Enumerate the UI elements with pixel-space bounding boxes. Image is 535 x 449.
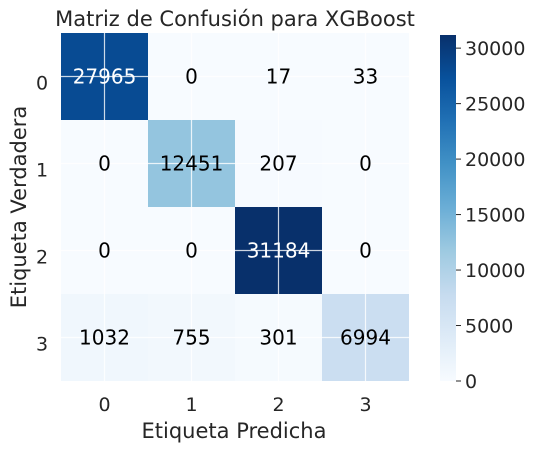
colorbar-tick-label: 30000 [465, 38, 525, 60]
cell-value-label: 0 [185, 65, 198, 89]
colorbar-tick-label: 5000 [465, 316, 513, 338]
y-tick-label: 3 [36, 334, 48, 356]
colorbar-tick-label: 25000 [465, 94, 525, 116]
cell-value-label: 755 [172, 326, 210, 350]
colorbar-tick-label: 0 [465, 371, 477, 393]
y-axis-label: Etiqueta Verdadera [7, 106, 31, 309]
cell-value-label: 17 [266, 65, 291, 89]
y-tick-label: 2 [36, 247, 48, 269]
x-tick-label: 3 [359, 394, 371, 416]
y-tick-label: 0 [36, 73, 48, 95]
cell-value-label: 0 [98, 152, 111, 176]
cell-value-label: 0 [359, 239, 372, 263]
cell-value-label: 12451 [160, 152, 224, 176]
x-tick-label: 0 [98, 394, 110, 416]
x-axis-label: Etiqueta Predicha [142, 419, 327, 443]
cell-value-label: 31184 [247, 239, 311, 263]
colorbar-tick-label: 15000 [465, 205, 525, 227]
x-tick-label: 2 [272, 394, 284, 416]
colorbar-tick-label: 10000 [465, 260, 525, 282]
colorbar-tick-label: 20000 [465, 149, 525, 171]
colorbar-ticks: 0 5000 10000 15000 20000 25000 30000 [456, 38, 525, 393]
cell-value-label: 27965 [73, 65, 137, 89]
cell-value-label: 6994 [340, 326, 391, 350]
cell-value-label: 1032 [79, 326, 130, 350]
y-tick-label: 1 [36, 160, 48, 182]
y-axis-ticks: 0 1 2 3 [36, 73, 48, 356]
cell-value-label: 33 [353, 65, 378, 89]
heatmap-cell-labels: 27965 0 17 33 0 12451 207 0 0 0 31184 0 1032 755 301 69… [73, 65, 391, 350]
chart-title: Matriz de Confusión para XGBoost [55, 7, 415, 31]
cell-value-label: 0 [185, 239, 198, 263]
x-axis-ticks: 0 1 2 3 [98, 394, 371, 416]
cell-value-label: 0 [98, 239, 111, 263]
heatmap-gridlines [61, 33, 409, 381]
colorbar [440, 35, 456, 381]
cell-value-label: 207 [259, 152, 297, 176]
x-tick-label: 1 [185, 394, 197, 416]
cell-value-label: 0 [359, 152, 372, 176]
cell-value-label: 301 [259, 326, 297, 350]
